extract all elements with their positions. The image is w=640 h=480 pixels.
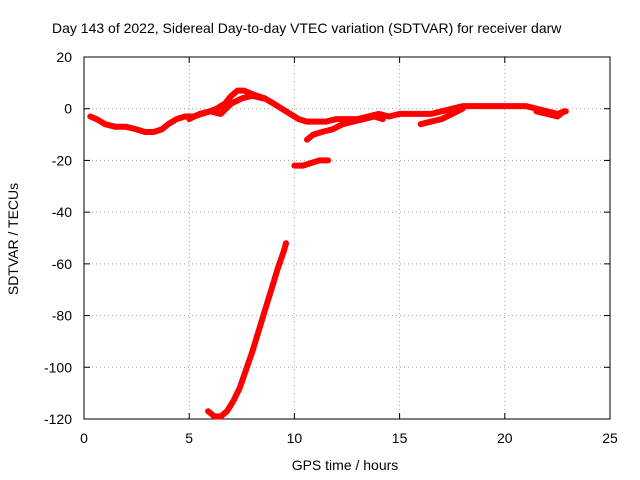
series-line-main xyxy=(87,87,569,135)
series-line-mid-segment xyxy=(291,157,332,169)
x-tick-label: 15 xyxy=(392,430,408,446)
y-axis-title: SDTVAR / TECUs xyxy=(5,183,21,295)
y-tick-label: -60 xyxy=(52,256,72,272)
series-line-spur xyxy=(304,113,386,143)
series-line-tail xyxy=(533,108,567,120)
x-tick-label: 5 xyxy=(185,430,193,446)
plot-frame xyxy=(83,56,611,420)
x-tick-label: 25 xyxy=(602,430,618,446)
series-line-secondary-late xyxy=(417,105,466,128)
y-tick-label: 20 xyxy=(56,49,72,65)
series-layer xyxy=(87,87,569,420)
series-line-dropout xyxy=(205,240,289,420)
chart-title: Day 143 of 2022, Sidereal Day-to-day VTE… xyxy=(52,20,562,36)
y-tick-label: -20 xyxy=(52,152,72,168)
x-tick-label: 0 xyxy=(80,430,88,446)
y-tick-label: -80 xyxy=(52,308,72,324)
y-tick-label: -100 xyxy=(44,359,72,375)
series-line-secondary xyxy=(186,92,266,123)
grid-lines xyxy=(84,57,610,419)
y-axis: 20 0 -20 -40 -60 -80 -100 -120 xyxy=(44,49,610,427)
y-tick-label: -40 xyxy=(52,204,72,220)
y-tick-label: -120 xyxy=(44,411,72,427)
x-axis: 0 5 10 15 20 25 xyxy=(80,57,618,446)
x-tick-label: 20 xyxy=(497,430,513,446)
x-axis-title: GPS time / hours xyxy=(292,457,399,473)
y-tick-label: 0 xyxy=(64,101,72,117)
x-tick-label: 10 xyxy=(287,430,303,446)
